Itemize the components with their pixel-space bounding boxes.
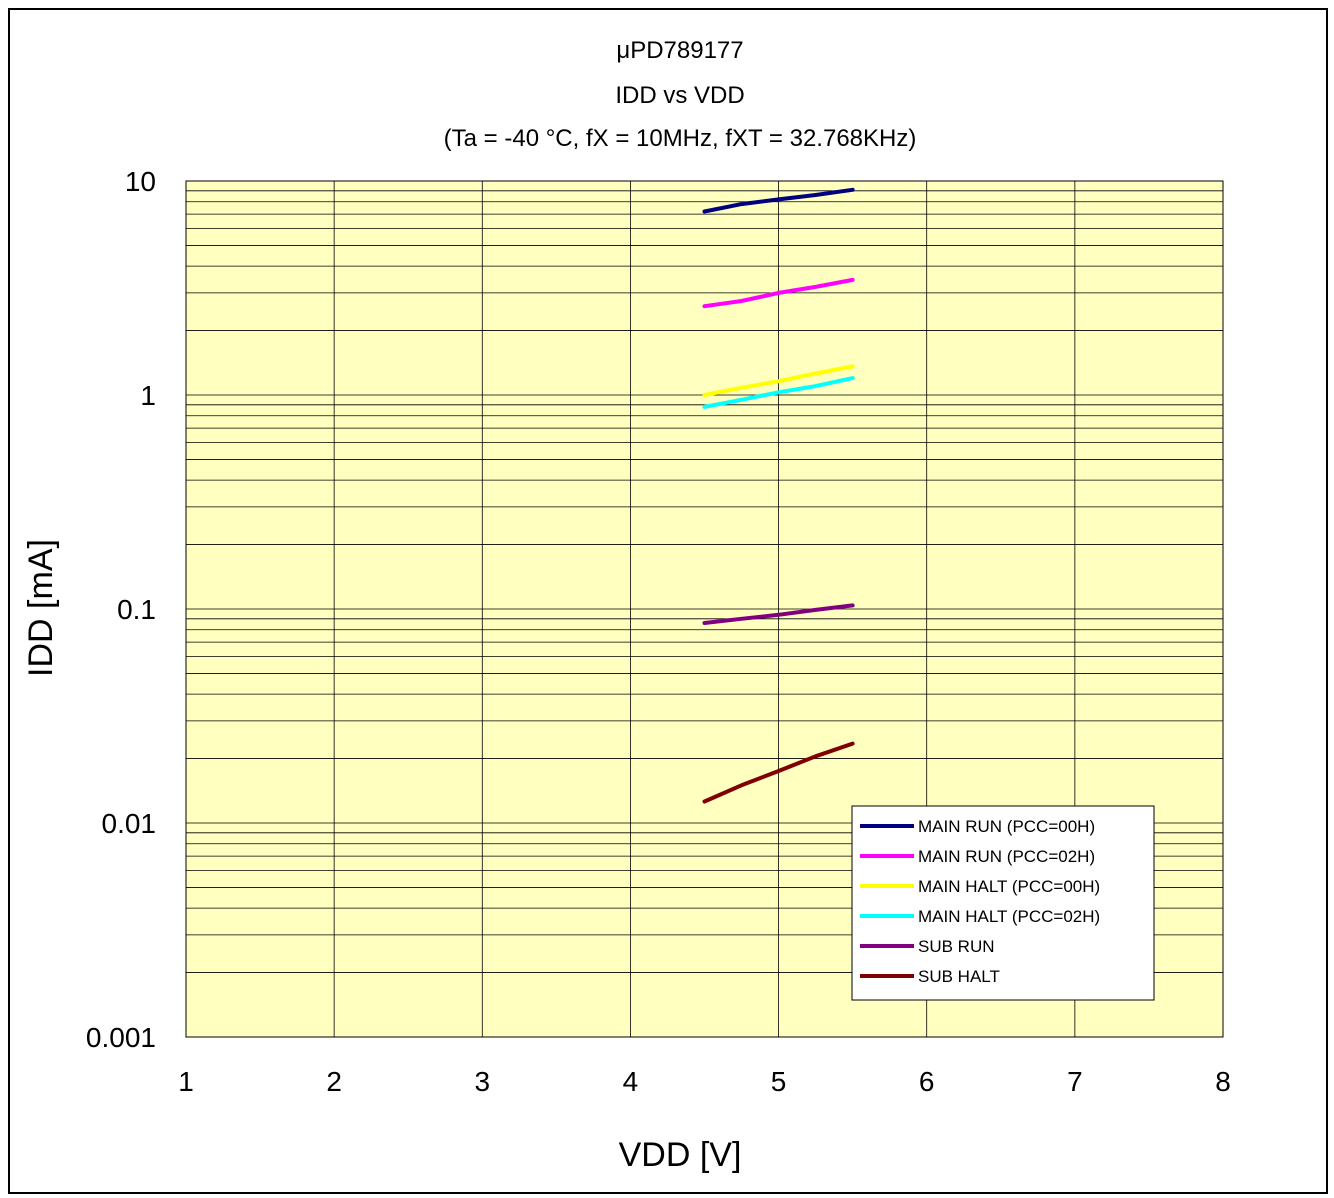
grid xyxy=(186,181,1223,1037)
y-axis-title: IDD [mA] xyxy=(22,539,60,677)
legend: MAIN RUN (PCC=00H) MAIN RUN (PCC=02H) MAIN… xyxy=(851,805,1155,1001)
series-line xyxy=(702,277,855,309)
legend-label: MAIN HALT (PCC=00H) xyxy=(918,877,1100,896)
series-line xyxy=(702,741,855,804)
legend-label: SUB HALT xyxy=(918,967,1000,986)
series-line xyxy=(702,376,855,409)
legend-label: MAIN RUN (PCC=00H) xyxy=(918,817,1095,836)
series-line xyxy=(702,187,855,214)
chart-title-line-1: μPD789177 xyxy=(616,37,743,64)
x-tick-label: 6 xyxy=(919,1066,935,1097)
x-tick-label: 7 xyxy=(1067,1066,1083,1097)
x-tick-label: 1 xyxy=(178,1066,194,1097)
x-tick-label: 8 xyxy=(1215,1066,1231,1097)
legend-label: SUB RUN xyxy=(918,937,995,956)
x-tick-label: 2 xyxy=(326,1066,342,1097)
x-tick-label: 5 xyxy=(771,1066,787,1097)
chart-title: μPD789177 IDD vs VDD (Ta = -40 °C, fX = … xyxy=(444,37,917,152)
legend-box xyxy=(851,805,1155,1001)
tick-labels: 1 2 3 4 5 6 7 8 10 1 0.1 0.01 0.001 xyxy=(86,166,1231,1097)
x-axis-title: VDD [V] xyxy=(619,1136,742,1174)
series-line xyxy=(702,603,855,625)
y-tick-label: 10 xyxy=(125,166,156,197)
plot-border xyxy=(185,180,1224,1038)
series-lines xyxy=(702,187,855,804)
x-tick-label: 4 xyxy=(623,1066,639,1097)
y-tick-label: 0.01 xyxy=(102,808,157,839)
y-tick-label: 0.001 xyxy=(86,1022,156,1053)
x-tick-label: 3 xyxy=(474,1066,490,1097)
legend-label: MAIN RUN (PCC=02H) xyxy=(918,847,1095,866)
legend-label: MAIN HALT (PCC=02H) xyxy=(918,907,1100,926)
series-line xyxy=(702,364,855,397)
y-tick-label: 1 xyxy=(140,380,156,411)
chart-title-line-2: IDD vs VDD xyxy=(615,82,744,109)
y-tick-label: 0.1 xyxy=(117,594,156,625)
chart-title-line-3: (Ta = -40 °C, fX = 10MHz, fXT = 32.768KH… xyxy=(444,125,917,152)
